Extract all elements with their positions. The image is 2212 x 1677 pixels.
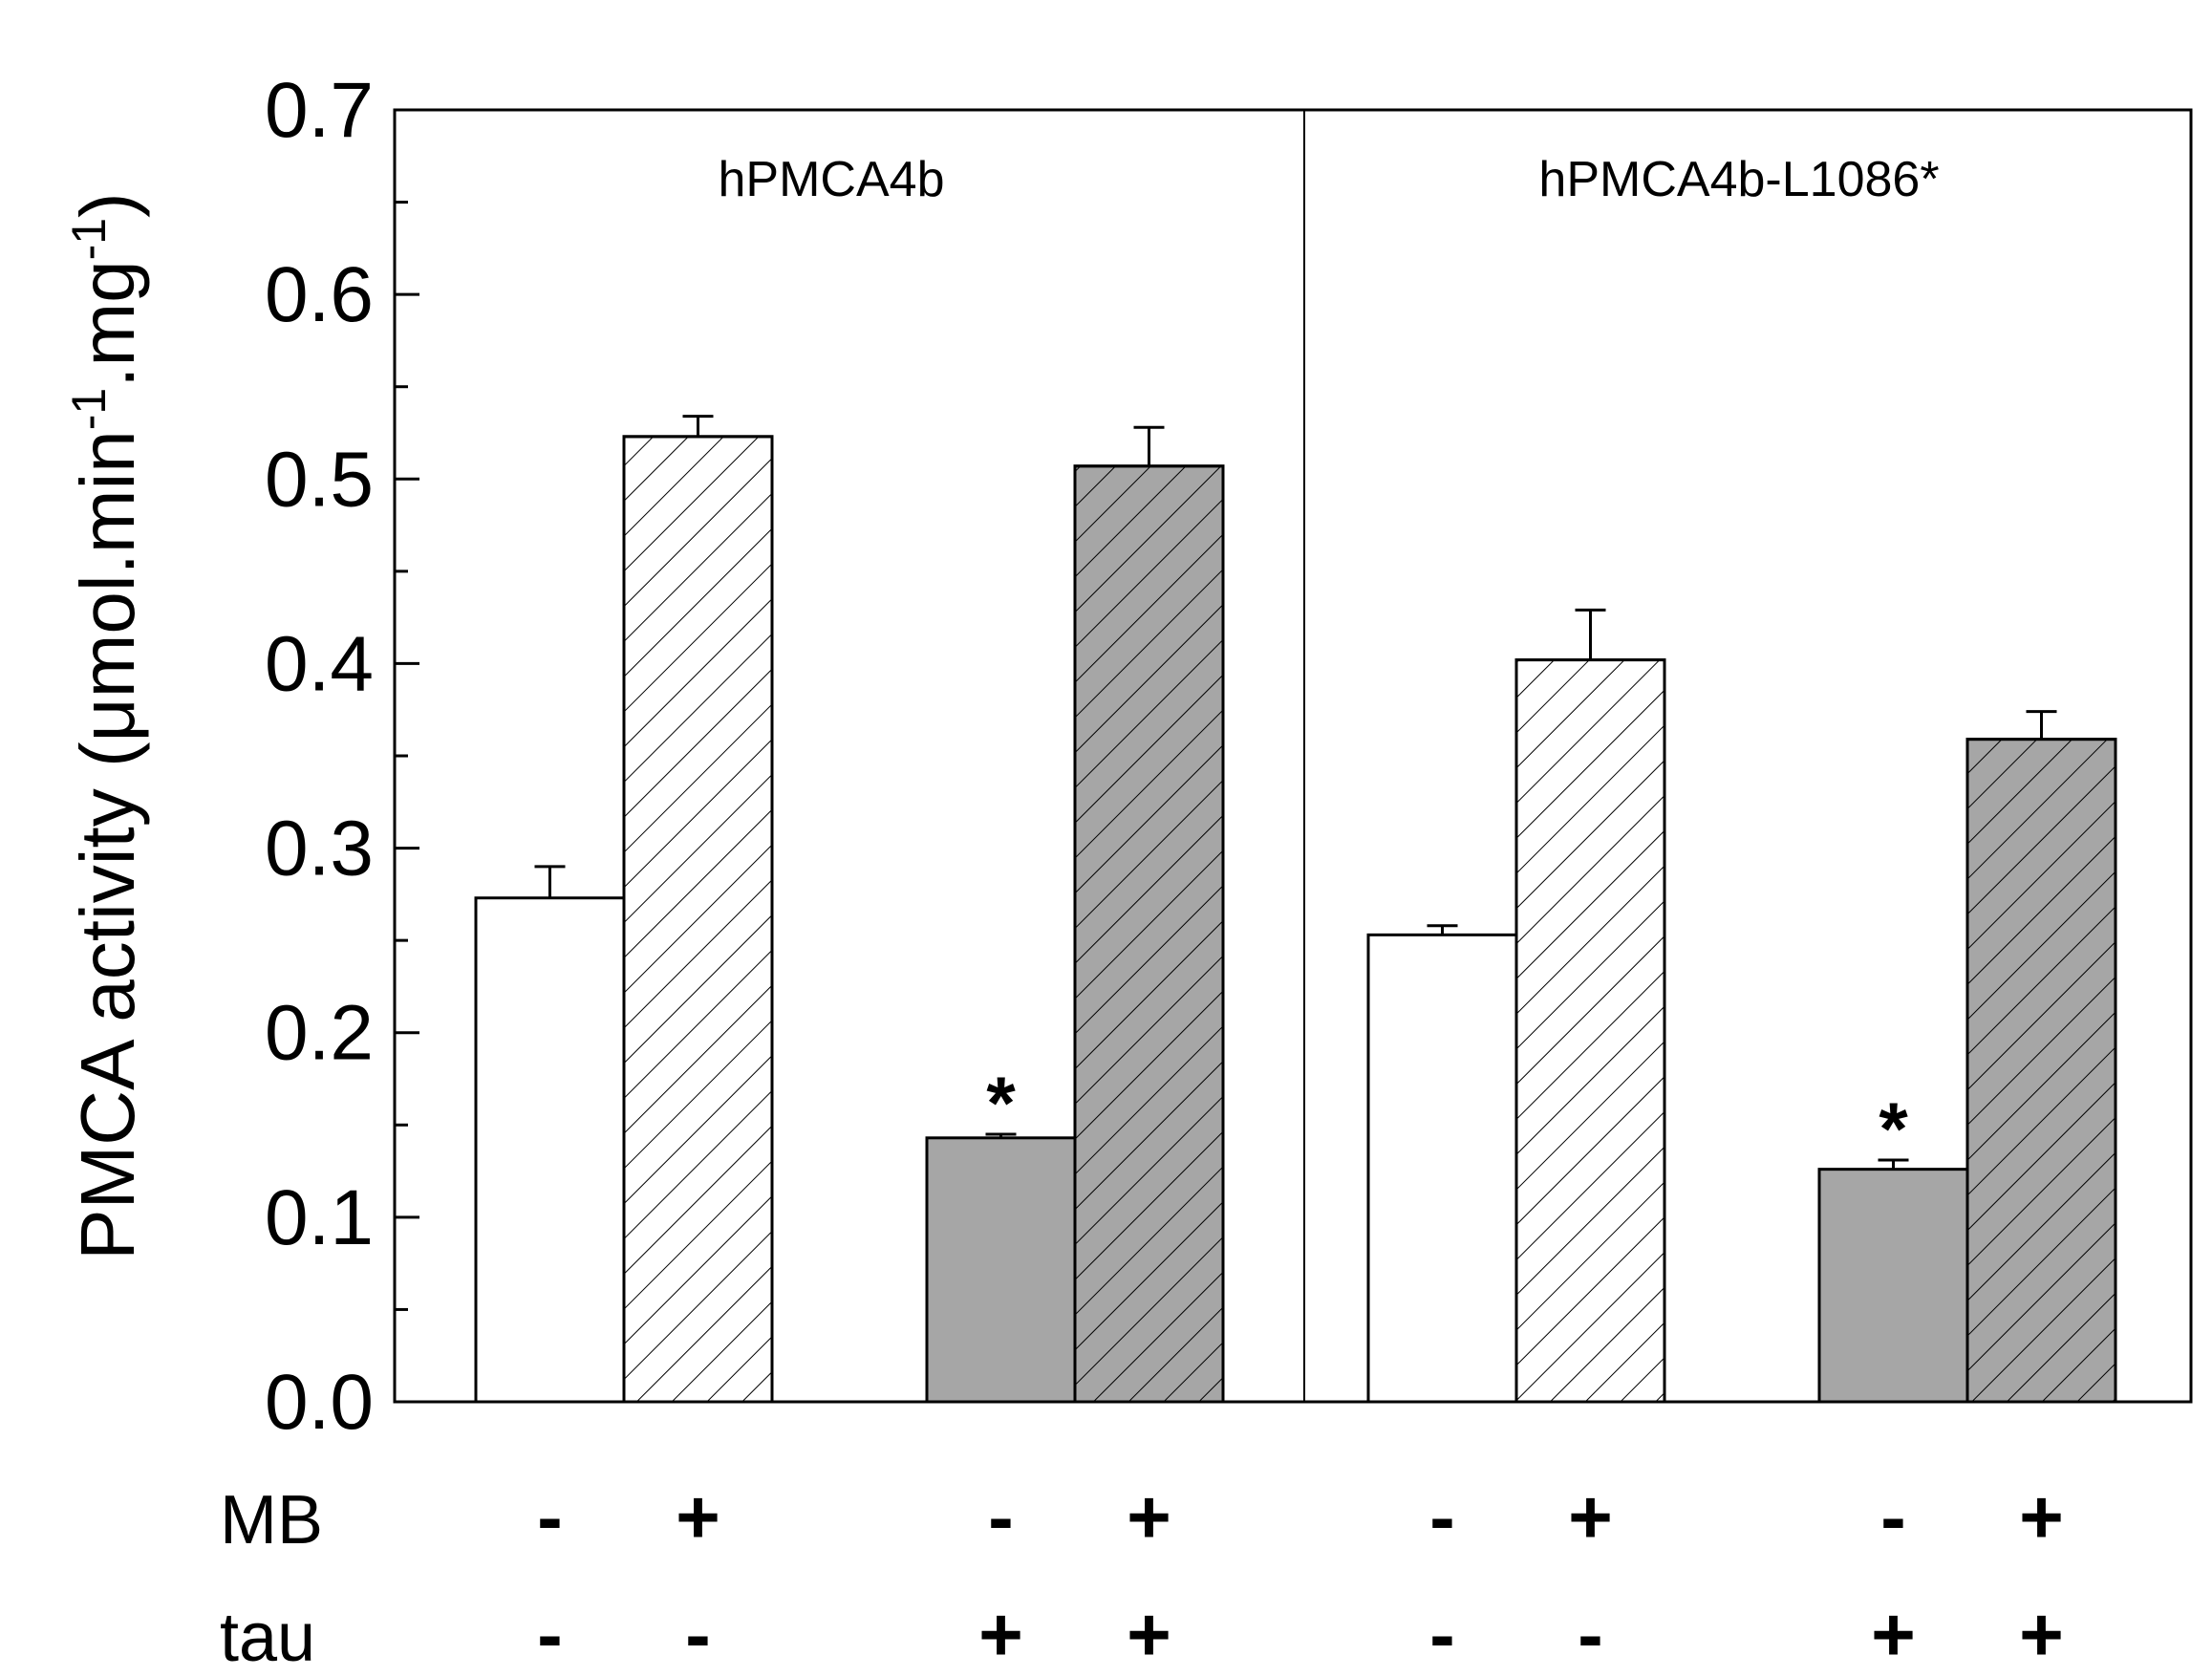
- tau-sign: -: [537, 1592, 563, 1677]
- panel-title-2: hPMCA4b-L1086*: [1538, 152, 1939, 207]
- tau-sign: -: [685, 1592, 711, 1677]
- tau-sign: +: [1127, 1592, 1171, 1677]
- y-tick-label: 0.1: [265, 1174, 374, 1261]
- y-tick-label: 0.4: [265, 620, 374, 707]
- mb-sign: -: [1429, 1474, 1455, 1559]
- mb-sign: +: [2019, 1474, 2064, 1559]
- tau-sign: -: [1429, 1592, 1455, 1677]
- y-axis: 0.0 0.1 0.2 0.3 0.4 0.5 0.6 0.7: [265, 67, 419, 1446]
- mb-row-label: MB: [220, 1482, 323, 1559]
- panel-title-1: hPMCA4b: [719, 152, 945, 207]
- y-tick-label: 0.6: [265, 251, 374, 338]
- plot-frame: [393, 108, 2193, 1404]
- tau-sign: +: [1871, 1592, 1916, 1677]
- bars: * *: [474, 415, 2117, 1404]
- y-tick-label: 0.3: [265, 806, 374, 892]
- condition-signs: - - + - - + + + - - + - - + + +: [537, 1474, 2064, 1677]
- tau-sign: +: [978, 1592, 1023, 1677]
- bar: [474, 896, 626, 1404]
- y-tick-label: 0.5: [265, 436, 374, 523]
- mb-sign: +: [676, 1474, 720, 1559]
- mb-sign: -: [1880, 1474, 1906, 1559]
- y-tick-label: 0.0: [265, 1359, 374, 1446]
- tau-row-label: tau: [220, 1600, 315, 1676]
- mb-sign: +: [1127, 1474, 1171, 1559]
- mb-sign: +: [1568, 1474, 1613, 1559]
- y-axis-label: PMCA activity (μmol.min-1.mg-1): [62, 192, 150, 1259]
- mb-sign: -: [537, 1474, 563, 1559]
- bar: [925, 1136, 1077, 1404]
- tau-sign: -: [1578, 1592, 1603, 1677]
- significance-star: *: [986, 1061, 1016, 1145]
- y-tick-label: 0.2: [265, 990, 374, 1077]
- y-tick-label: 0.7: [265, 67, 374, 154]
- tau-sign: +: [2019, 1592, 2064, 1677]
- bar-hatch: [1514, 658, 1666, 1404]
- bar-hatch: [1965, 738, 2117, 1404]
- bar: [1817, 1168, 1969, 1404]
- mb-sign: -: [988, 1474, 1014, 1559]
- bar: [1366, 933, 1518, 1404]
- bar-hatch: [622, 435, 774, 1404]
- significance-star: *: [1879, 1086, 1908, 1171]
- bar-hatch: [1073, 464, 1225, 1404]
